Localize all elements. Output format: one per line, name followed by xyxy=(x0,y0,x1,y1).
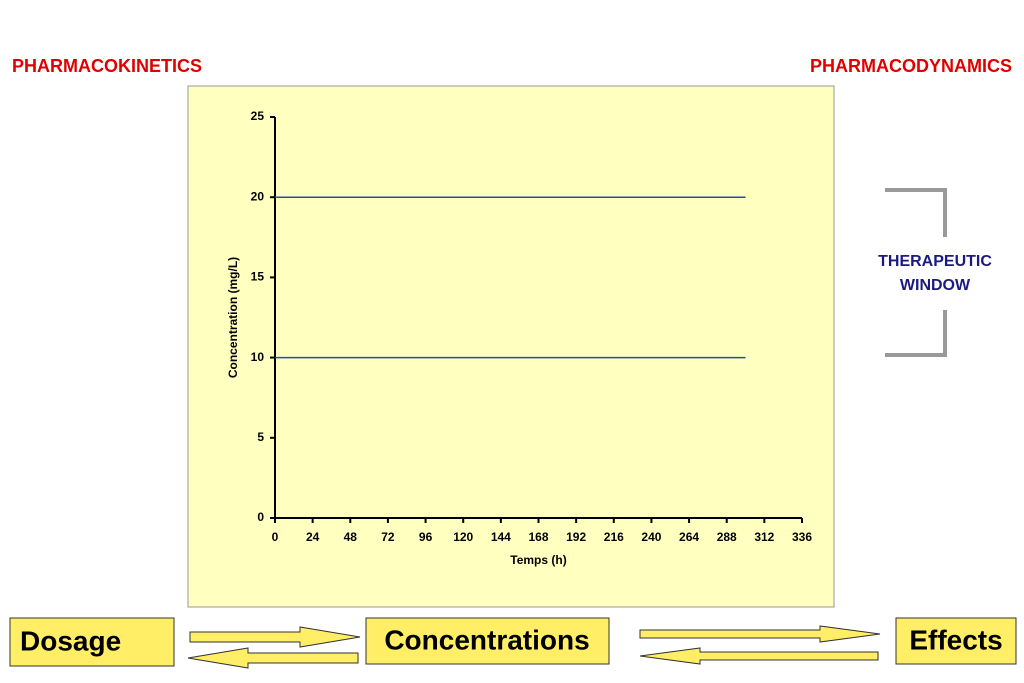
y-tick-label: 15 xyxy=(251,270,265,284)
box-label: Concentrations xyxy=(384,624,589,655)
x-tick-label: 240 xyxy=(641,530,661,544)
plot-area xyxy=(187,85,835,608)
pk-title: PHARMACOKINETICS xyxy=(12,56,202,76)
x-tick-label: 96 xyxy=(419,530,433,544)
box xyxy=(895,617,1017,665)
arrows xyxy=(187,625,881,669)
box-label: Effects xyxy=(909,624,1002,655)
y-tick-label: 25 xyxy=(251,109,265,123)
y-tick-label: 5 xyxy=(257,430,264,444)
y-tick-label: 0 xyxy=(257,510,264,524)
bracket xyxy=(885,188,947,357)
x-tick-label: 168 xyxy=(528,530,548,544)
y-tick-label: 10 xyxy=(251,350,265,364)
x-tick-label: 216 xyxy=(604,530,624,544)
window-label: THERAPEUTIC xyxy=(878,253,992,270)
x-tick-label: 312 xyxy=(754,530,774,544)
window-label: WINDOW xyxy=(900,277,971,294)
x-tick-label: 120 xyxy=(453,530,473,544)
box xyxy=(365,617,610,665)
x-tick-label: 264 xyxy=(679,530,699,544)
x-axis-label: Temps (h) xyxy=(510,553,566,567)
y-tick-label: 20 xyxy=(251,189,265,203)
x-tick-label: 144 xyxy=(491,530,511,544)
x-tick-label: 24 xyxy=(306,530,320,544)
pd-title: PHARMACODYNAMICS xyxy=(810,56,1012,76)
x-tick-label: 72 xyxy=(381,530,395,544)
x-tick-label: 48 xyxy=(344,530,358,544)
box xyxy=(9,617,175,667)
x-tick-label: 0 xyxy=(272,530,279,544)
x-tick-label: 288 xyxy=(717,530,737,544)
box-label: Dosage xyxy=(20,625,121,656)
x-tick-label: 192 xyxy=(566,530,586,544)
y-axis-label: Concentration (mg/L) xyxy=(226,257,240,378)
x-tick-label: 336 xyxy=(792,530,812,544)
